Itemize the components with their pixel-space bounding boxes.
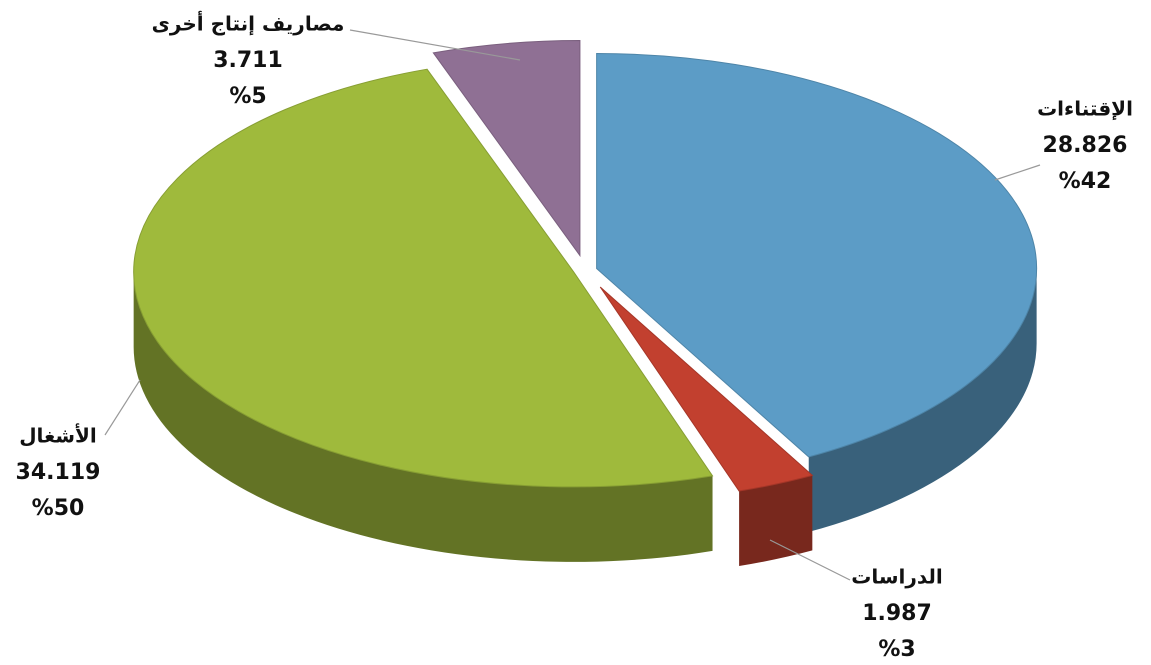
- value-label: 34.119: [16, 460, 101, 485]
- category-label: الإقتناءات: [1037, 97, 1133, 121]
- leader-line: [769, 539, 851, 581]
- percent-label: %3: [878, 637, 915, 662]
- slice-side: [133, 271, 713, 562]
- percent-label: %42: [1059, 169, 1112, 194]
- percent-label: %5: [229, 84, 266, 109]
- leader-line: [994, 164, 1041, 181]
- pie-slice: [133, 68, 714, 488]
- pie-slice: [432, 40, 581, 258]
- slice-side: [808, 268, 1037, 532]
- pie-slice: [596, 53, 1038, 458]
- value-label: 1.987: [862, 601, 932, 626]
- value-label: 3.711: [213, 48, 283, 73]
- category-label: الأشغال: [19, 423, 97, 448]
- slice-side: [739, 475, 813, 567]
- value-label: 28.826: [1043, 133, 1128, 158]
- leader-line: [349, 29, 521, 61]
- percent-label: %50: [32, 496, 85, 521]
- leader-line: [104, 379, 141, 436]
- pie-slice: [599, 286, 814, 492]
- category-label: الدراسات: [851, 565, 943, 589]
- category-label: مصاريف إنتاج أخرى: [152, 10, 345, 36]
